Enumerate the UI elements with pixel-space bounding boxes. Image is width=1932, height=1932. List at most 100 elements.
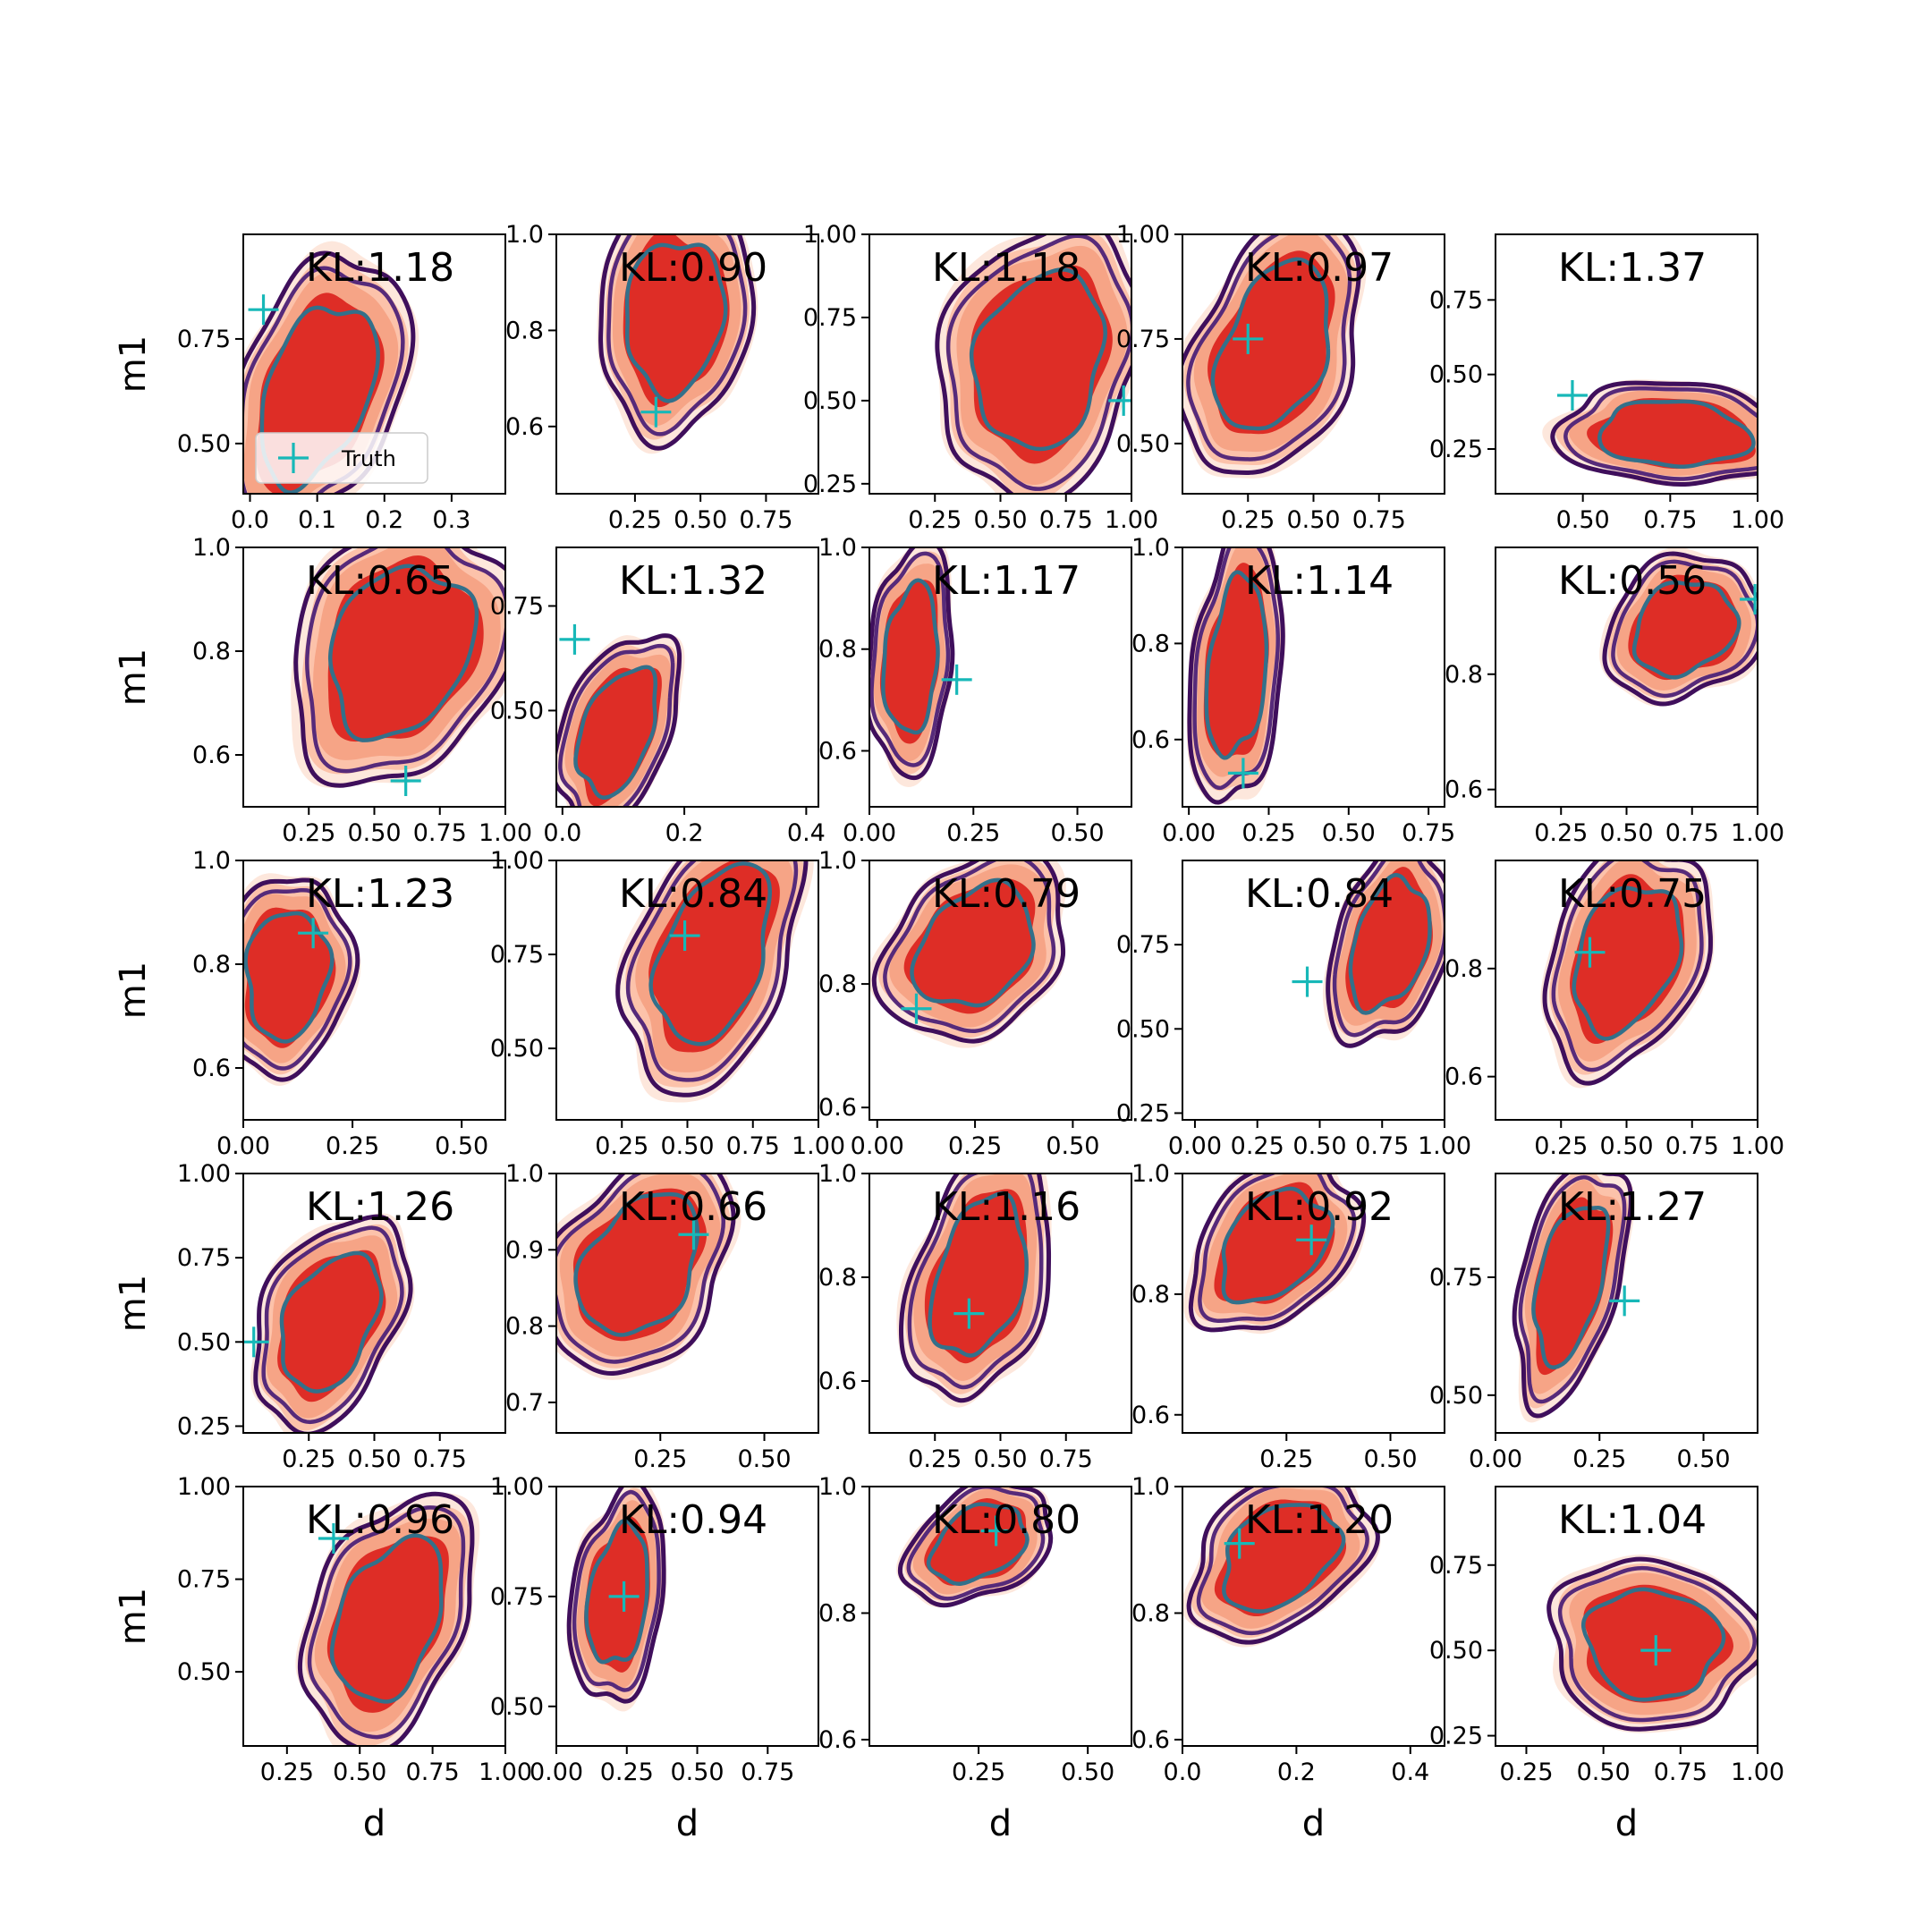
- x-tick-label: 0.75: [1665, 1132, 1719, 1160]
- x-tick-label: 0.75: [741, 1758, 794, 1786]
- y-tick-label: 0.8: [818, 636, 857, 664]
- x-tick-label: 0.00: [216, 1132, 270, 1160]
- kl-annotation: KL:1.14: [1245, 558, 1394, 604]
- contour-outer: [556, 633, 682, 807]
- y-tick-label: 1.0: [818, 534, 857, 562]
- y-tick-label: 0.75: [1429, 286, 1483, 314]
- y-tick-label: 0.6: [192, 741, 231, 769]
- truth-marker: [1296, 1224, 1327, 1256]
- x-tick-label: 0.50: [347, 819, 401, 847]
- kl-annotation: KL:0.80: [932, 1497, 1080, 1543]
- legend: Truth: [255, 432, 428, 484]
- x-axis-label: d: [1302, 1803, 1325, 1844]
- x-tick-label: 0.0: [543, 819, 581, 847]
- panel-14: 0.00 0.25 0.50 0.75 1.00 0.25 0.50 0.75 KL:0.84: [1116, 860, 1471, 1160]
- y-tick-label: 0.6: [818, 737, 857, 765]
- contour-middle: [1551, 860, 1704, 1072]
- x-tick-label: 0.0: [231, 506, 269, 534]
- x-tick-label: 0.75: [1643, 506, 1697, 534]
- y-tick-label: 0.50: [803, 387, 857, 415]
- x-tick-label: 0.4: [787, 819, 826, 847]
- y-tick-label: 0.25: [1429, 1723, 1483, 1750]
- x-tick-label: 0.00: [1162, 819, 1216, 847]
- contour-middle: [1611, 559, 1758, 699]
- density-contours: [935, 234, 1131, 494]
- contour-outer: [1550, 380, 1758, 487]
- y-tick-label: 1.0: [1131, 534, 1170, 562]
- x-tick-label: 0.50: [1046, 1132, 1099, 1160]
- y-tick-label: 0.6: [505, 413, 544, 441]
- y-tick-label: 0.6: [192, 1055, 231, 1082]
- x-tick-label: 1.00: [1731, 819, 1784, 847]
- x-tick-label: 0.75: [1665, 819, 1719, 847]
- density-fill-level-4: [1570, 874, 1685, 1045]
- contour-inner: [624, 242, 728, 403]
- panel-18: 0.25 0.50 0.75 0.6 0.8 1.0 KL:1.16: [818, 1160, 1132, 1473]
- y-tick-label: 0.7: [505, 1389, 544, 1417]
- y-tick-label: 0.8: [1445, 661, 1483, 689]
- y-tick-label: 0.75: [1116, 326, 1170, 353]
- kl-annotation: KL:1.18: [306, 245, 454, 291]
- x-tick-label: 0.50: [1363, 1445, 1417, 1473]
- x-tick-label: 0.00: [1168, 1132, 1222, 1160]
- contour-outer: [935, 234, 1131, 494]
- contour-outer: [1187, 547, 1285, 805]
- y-tick-label: 1.00: [803, 221, 857, 249]
- y-tick-label: 1.0: [1131, 1160, 1170, 1188]
- y-tick-label: 0.50: [177, 1328, 231, 1356]
- contour-inner: [573, 665, 657, 800]
- kl-annotation: KL:0.84: [619, 871, 767, 917]
- axes-frame: [1495, 233, 1758, 495]
- x-tick-label: 0.50: [670, 1758, 724, 1786]
- panel-4: 0.25 0.50 0.75 0.50 0.75 1.00 KL:0.97: [1116, 221, 1445, 534]
- contour-inner: [969, 267, 1107, 452]
- kl-annotation: KL:1.04: [1558, 1497, 1707, 1543]
- contour-outer: [1542, 860, 1713, 1086]
- x-tick-label: 0.50: [333, 1758, 386, 1786]
- panel-15: 0.25 0.50 0.75 1.00 0.6 0.8 KL:0.75: [1445, 860, 1784, 1160]
- y-tick-label: 0.25: [1429, 436, 1483, 463]
- y-tick-label: 0.50: [1116, 1015, 1170, 1043]
- y-tick-label: 0.25: [1116, 1099, 1170, 1127]
- x-tick-label: 0.50: [1061, 1758, 1114, 1786]
- density-fill-level-4: [924, 1189, 1028, 1364]
- density-fill-level-4: [1583, 1584, 1734, 1703]
- contour-middle: [558, 643, 675, 807]
- y-tick-label: 0.8: [505, 317, 544, 344]
- panel-16: 0.25 0.50 0.75 0.25 0.50 0.75 1.00 KL:1.26 m1: [113, 1160, 506, 1473]
- y-tick-label: 0.75: [1116, 931, 1170, 959]
- axes-frame: [555, 547, 819, 808]
- y-tick-label: 1.00: [177, 1473, 231, 1501]
- x-tick-label: 1.00: [1731, 1758, 1784, 1786]
- y-tick-label: 0.75: [1429, 1264, 1483, 1292]
- contour-inner: [573, 1191, 700, 1337]
- kl-annotation: KL:1.17: [932, 558, 1080, 604]
- truth-marker: [1640, 1635, 1672, 1666]
- density-contours: [1182, 1487, 1381, 1648]
- y-tick-label: 0.8: [192, 951, 231, 979]
- contour-outer: [1182, 234, 1361, 475]
- contour-middle: [1198, 1174, 1357, 1324]
- contour-middle: [556, 1174, 726, 1364]
- kl-annotation: KL:1.32: [619, 558, 767, 604]
- kl-annotation: KL:1.26: [306, 1184, 454, 1230]
- x-tick-label: 0.3: [432, 506, 470, 534]
- x-tick-label: 0.75: [406, 1758, 460, 1786]
- kl-annotation: KL:1.27: [1558, 1184, 1707, 1230]
- y-tick-label: 0.8: [1131, 630, 1170, 657]
- density-fill-level-4: [1208, 250, 1335, 435]
- density-contours: [243, 1213, 415, 1433]
- kl-annotation: KL:0.97: [1245, 245, 1394, 291]
- kl-annotation: KL:0.79: [932, 871, 1080, 917]
- truth-marker: [901, 993, 932, 1024]
- y-tick-label: 0.6: [1445, 776, 1483, 804]
- panel-24: 0.0 0.2 0.4 0.6 0.8 1.0 KL:1.20 d: [1131, 1473, 1445, 1844]
- density-contours: [1186, 547, 1286, 805]
- x-tick-label: 0.75: [1355, 1132, 1409, 1160]
- contour-inner: [648, 861, 772, 1046]
- y-tick-label: 1.0: [505, 221, 544, 249]
- x-tick-label: 0.25: [1534, 1132, 1588, 1160]
- y-tick-label: 0.8: [818, 970, 857, 998]
- density-contours: [896, 1174, 1052, 1408]
- contour-inner: [926, 1502, 1030, 1586]
